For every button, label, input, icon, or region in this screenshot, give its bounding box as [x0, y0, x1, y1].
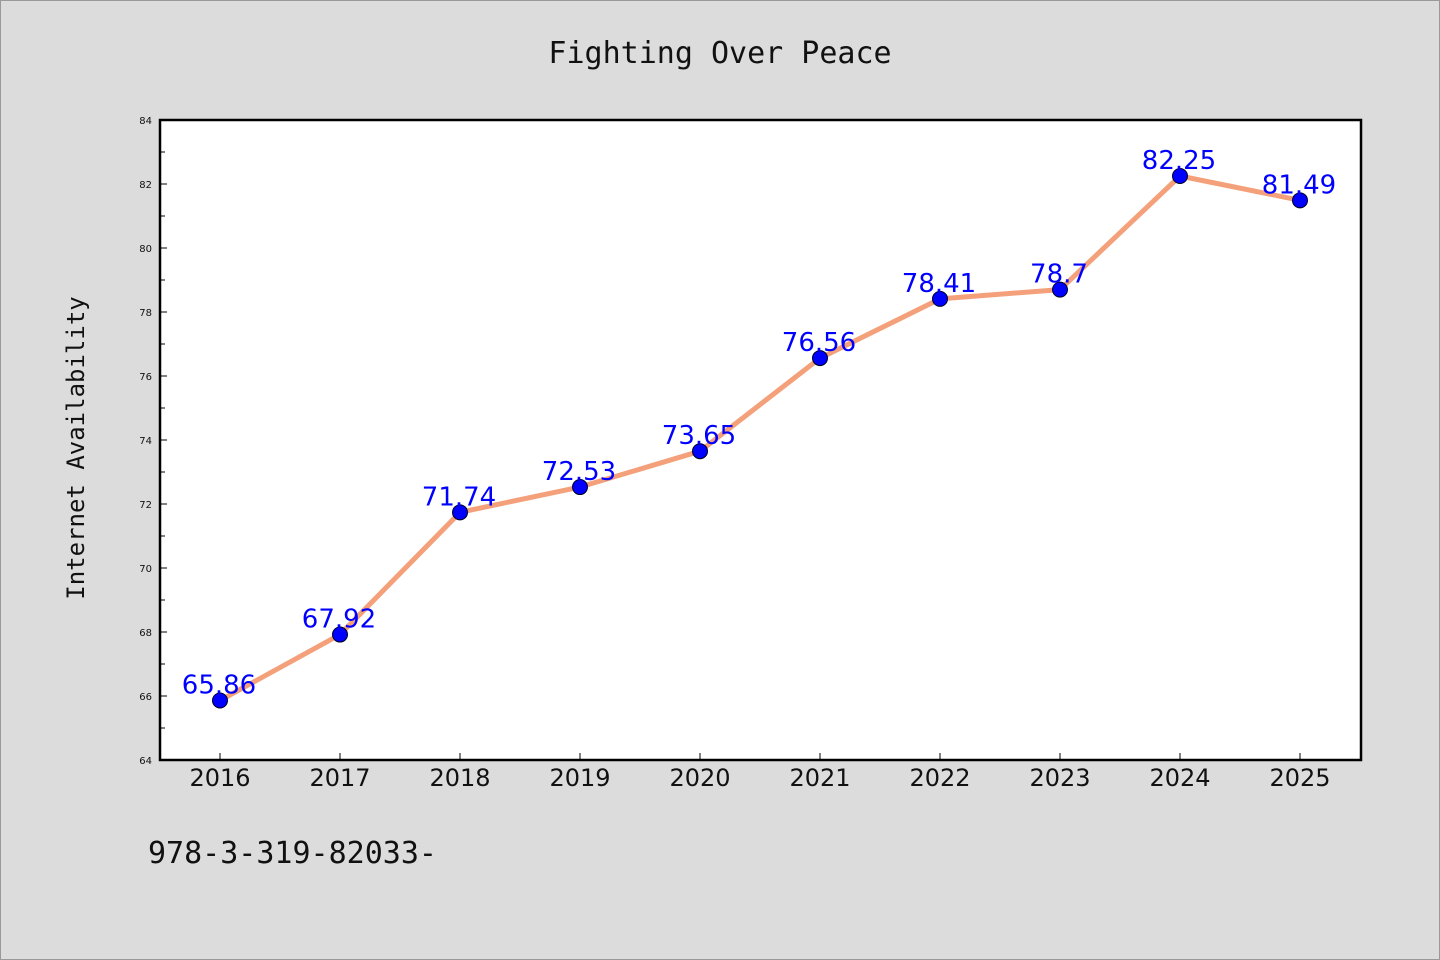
- plot-area: [158, 118, 1363, 762]
- x-tick-label: 2020: [669, 764, 730, 792]
- data-point: [212, 692, 228, 709]
- x-tick-label: 2025: [1269, 764, 1330, 792]
- x-tick-label: 2022: [909, 764, 970, 792]
- chart-title: Fighting Over Peace: [548, 36, 891, 71]
- y-tick-label: 70: [139, 564, 152, 575]
- footnote: 978-3-319-82033-: [148, 836, 437, 871]
- data-point: [812, 350, 828, 367]
- series-internet-availability: [212, 168, 1308, 709]
- data-label: 81.49: [1262, 170, 1336, 200]
- y-tick-label: 72: [139, 500, 152, 511]
- x-tick-label: 2024: [1149, 764, 1210, 792]
- data-point: [1052, 281, 1068, 298]
- data-point: [692, 443, 708, 460]
- y-tick-label: 76: [139, 372, 152, 383]
- x-tick-label: 2016: [189, 764, 250, 792]
- data-point: [572, 479, 588, 496]
- data-point: [932, 290, 948, 307]
- data-label: 78.41: [902, 269, 976, 299]
- y-tick-label: 82: [139, 180, 152, 191]
- data-labels: 65.86 67.92 71.74 72.53 73.65 76.56 78.41 78.7 8…: [182, 146, 1336, 700]
- data-label: 82.25: [1142, 146, 1216, 176]
- data-point: [1292, 192, 1308, 209]
- x-axis-ticks: 2016 2017 2018 2019 2020 2021 2022 2023 2024 2025: [189, 753, 1331, 792]
- data-label: 73.65: [662, 421, 736, 451]
- x-tick-label: 2023: [1029, 764, 1090, 792]
- x-tick-label: 2021: [789, 764, 850, 792]
- data-label: 76.56: [782, 328, 856, 358]
- data-point: [332, 626, 348, 643]
- data-point: [452, 504, 468, 521]
- y-tick-label: 78: [139, 308, 152, 319]
- y-axis-label: Internet Availability: [62, 296, 90, 599]
- data-label: 67.92: [302, 605, 376, 635]
- x-tick-label: 2018: [429, 764, 490, 792]
- data-label: 78.7: [1030, 260, 1088, 290]
- data-label: 72.53: [542, 457, 616, 487]
- y-tick-label: 66: [139, 692, 152, 703]
- y-axis-ticks: 64 66 68 70 72 74 76 78 80 82 84: [139, 116, 167, 767]
- x-tick-label: 2017: [309, 764, 370, 792]
- data-label: 71.74: [422, 482, 496, 512]
- y-tick-label: 68: [139, 628, 152, 639]
- x-tick-label: 2019: [549, 764, 610, 792]
- y-tick-label: 64: [139, 756, 152, 767]
- y-tick-label: 74: [139, 436, 152, 447]
- data-point: [1172, 168, 1188, 184]
- data-label: 65.86: [182, 670, 256, 700]
- y-tick-label: 84: [139, 116, 152, 127]
- y-tick-label: 80: [139, 244, 152, 255]
- series-line: [217, 173, 1303, 703]
